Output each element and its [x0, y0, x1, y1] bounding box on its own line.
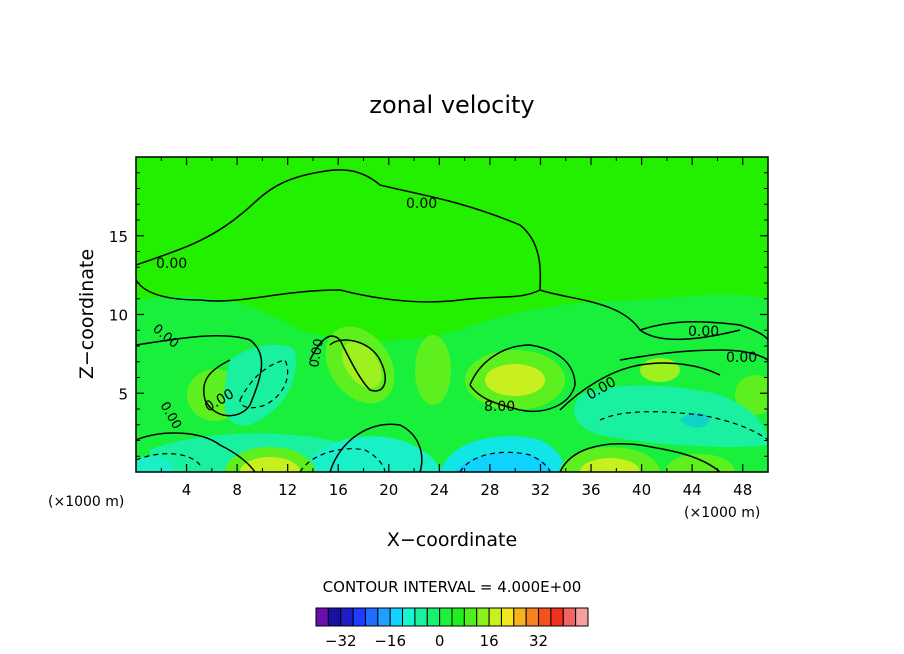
x-tick-label: 32 [531, 481, 550, 499]
y-tick-label: 5 [118, 385, 128, 403]
colorbar-tick-label: 32 [529, 632, 548, 650]
x-tick-label: 28 [480, 481, 499, 499]
contour-label: 0.00 [307, 338, 327, 369]
y-axis-label: Z−coordinate [76, 249, 98, 379]
x-unit-label-left: (×1000 m) [48, 494, 124, 510]
chart-title: zonal velocity [369, 91, 534, 119]
colorbar-swatch [439, 607, 453, 627]
x-axis: 4 8 12 16 20 24 28 32 36 40 44 48 [160, 157, 752, 499]
contour-label: 8.00 [484, 399, 515, 415]
colorbar-swatch [364, 607, 379, 627]
colorbar-swatch [463, 607, 478, 627]
colorbar-swatch [538, 607, 552, 627]
x-tick-label: 36 [581, 481, 600, 499]
colorbar-swatch [402, 607, 416, 627]
y-tick-label: 15 [109, 228, 128, 246]
colorbar-tick-label: −32 [325, 632, 357, 650]
x-axis-label: X−coordinate [387, 529, 517, 551]
y-axis: 5 10 15 [109, 172, 768, 457]
colorbar-swatch [414, 607, 428, 627]
contour-label: 0.00 [156, 256, 187, 272]
x-tick-label: 4 [182, 481, 192, 499]
x-tick-label: 48 [733, 481, 752, 499]
colorbar-swatch [426, 607, 441, 627]
colorbar-swatch [327, 607, 342, 627]
x-tick-label: 44 [683, 481, 702, 499]
contour-interval-text: CONTOUR INTERVAL = 4.000E+00 [323, 578, 582, 596]
contour-label: 0.00 [406, 196, 437, 212]
x-tick-label: 8 [232, 481, 242, 499]
contour-label: 0.00 [726, 350, 757, 366]
contour-field [136, 157, 768, 472]
x-tick-label: 24 [430, 481, 449, 499]
colorbar-tick-label: 0 [435, 632, 445, 650]
x-tick-label: 20 [379, 481, 398, 499]
x-tick-label: 16 [329, 481, 348, 499]
colorbar-swatch [476, 607, 490, 627]
colorbar-swatch [315, 607, 329, 627]
colorbar-ticks: −32 −16 0 16 32 [325, 632, 548, 650]
x-unit-label-right: (×1000 m) [684, 505, 760, 521]
colorbar-swatch [352, 607, 366, 627]
colorbar-tick-label: −16 [374, 632, 406, 650]
colorbar-swatch [451, 607, 465, 627]
colorbar [315, 607, 589, 627]
colorbar-swatch [575, 607, 589, 627]
contour-label: 0.00 [688, 324, 719, 340]
colorbar-swatch [500, 607, 515, 627]
colorbar-swatch [340, 607, 354, 627]
colorbar-swatch [525, 607, 540, 627]
colorbar-swatch [550, 607, 564, 627]
colorbar-swatch [389, 607, 404, 627]
x-tick-label: 12 [278, 481, 297, 499]
y-tick-label: 10 [109, 307, 128, 325]
colorbar-swatch [562, 607, 577, 627]
x-tick-label: 40 [632, 481, 651, 499]
colorbar-tick-label: 16 [480, 632, 499, 650]
colorbar-swatch [488, 607, 502, 627]
colorbar-swatch [513, 607, 527, 627]
colorbar-swatch [377, 607, 391, 627]
